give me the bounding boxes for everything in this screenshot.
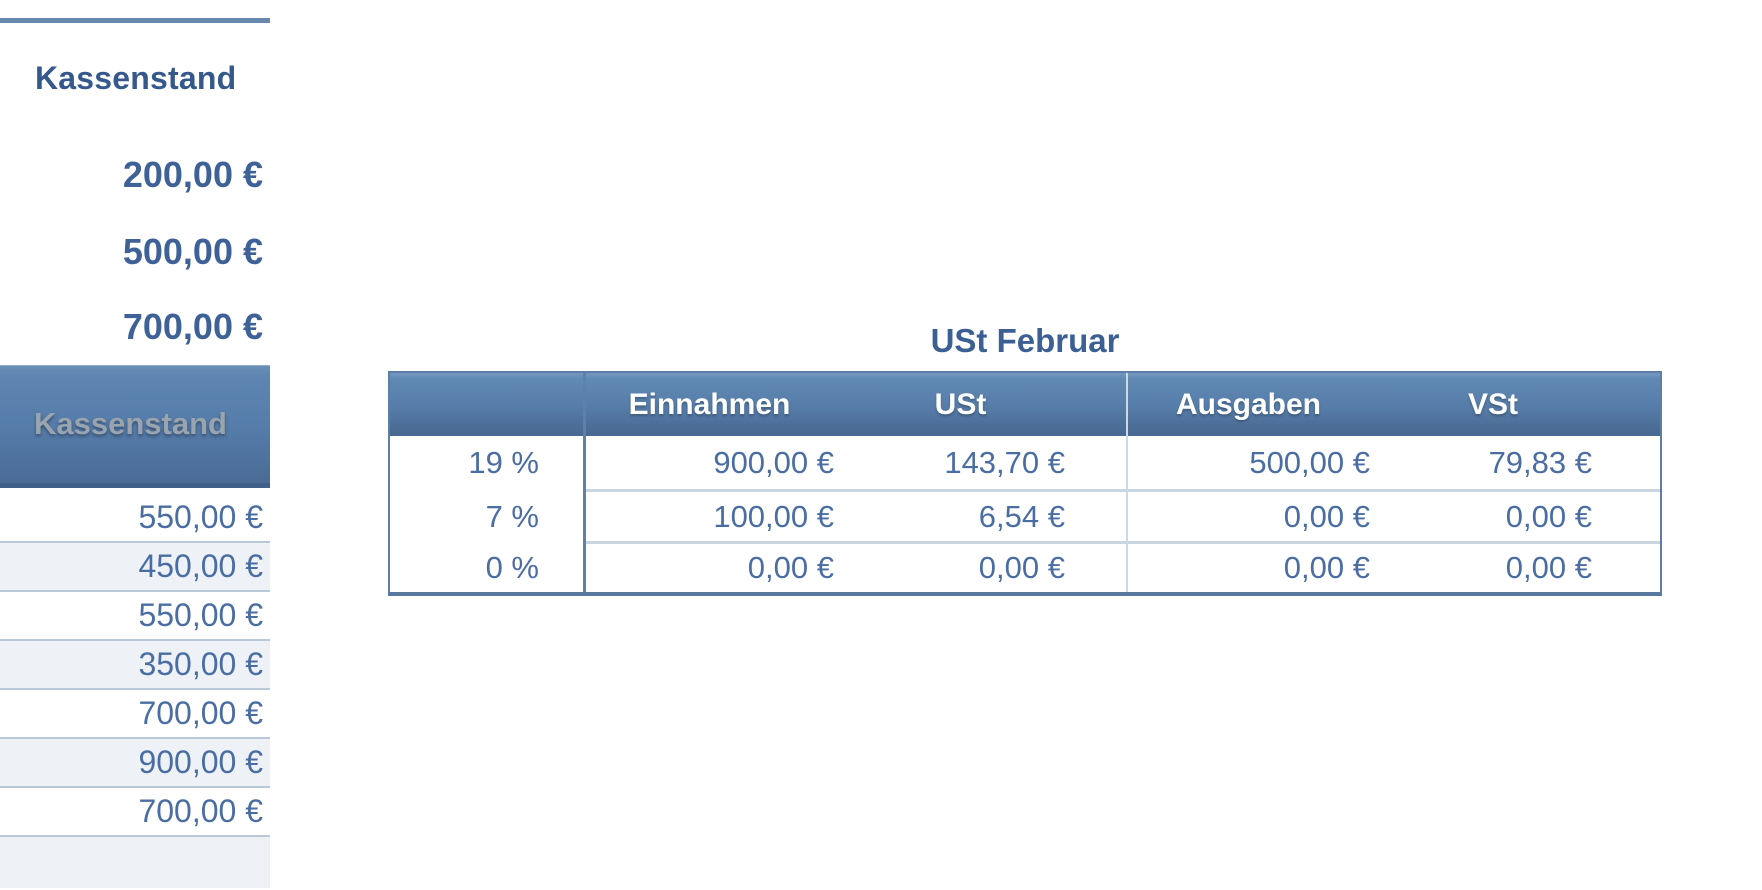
vat-row: 7 % 100,00 € 6,54 € 0,00 € 0,00 € (390, 492, 1660, 541)
vat-cell-rate[interactable]: 19 % (468, 445, 539, 480)
cash-cell[interactable]: 550,00 € (0, 592, 270, 641)
vat-col-header-ust[interactable]: USt (934, 388, 987, 421)
cash-cell[interactable]: 350,00 € (0, 641, 270, 690)
vat-cell-ust[interactable]: 143,70 € (944, 445, 1065, 480)
vat-cell-ausgaben[interactable]: 500,00 € (1249, 445, 1370, 480)
vat-header-row: Einnahmen USt Ausgaben VSt (390, 373, 1660, 436)
vat-cell-einnahmen[interactable]: 0,00 € (747, 550, 834, 585)
row-separator (586, 489, 1660, 492)
cash-cell[interactable]: 900,00 € (0, 739, 270, 788)
cash-empty-cell[interactable] (0, 837, 270, 888)
vat-cell-rate[interactable]: 7 % (485, 499, 539, 534)
vat-cell-ausgaben[interactable]: 0,00 € (1283, 550, 1370, 585)
cash-cell[interactable]: 550,00 € (0, 494, 270, 543)
vat-col-header-vst[interactable]: VSt (1467, 388, 1518, 421)
cash-rows: 550,00 € 450,00 € 550,00 € 350,00 € 700,… (0, 494, 270, 888)
vat-row: 19 % 900,00 € 143,70 € 500,00 € 79,83 € (390, 436, 1660, 489)
column-divider (583, 373, 586, 592)
vat-cell-rate[interactable]: 0 % (485, 550, 539, 585)
vat-cell-ausgaben[interactable]: 0,00 € (1283, 499, 1370, 534)
cash-summary-value[interactable]: 700,00 € (122, 306, 263, 347)
accent-rule (0, 18, 270, 23)
cash-cell[interactable]: 700,00 € (0, 788, 270, 837)
vat-col-header-einnahmen[interactable]: Einnahmen (628, 388, 791, 421)
vat-cell-einnahmen[interactable]: 100,00 € (713, 499, 834, 534)
cash-cell[interactable]: 450,00 € (0, 543, 270, 592)
vat-cell-vst[interactable]: 0,00 € (1505, 499, 1592, 534)
vat-col-header-empty[interactable] (390, 373, 585, 436)
cash-column-header[interactable]: Kassenstand (0, 365, 270, 488)
vat-cell-vst[interactable]: 79,83 € (1488, 445, 1592, 480)
vat-cell-ust[interactable]: 0,00 € (978, 550, 1065, 585)
cash-summary-value[interactable]: 200,00 € (122, 154, 263, 195)
vat-table-title[interactable]: USt Februar (930, 322, 1120, 359)
vat-cell-einnahmen[interactable]: 900,00 € (713, 445, 834, 480)
vat-cell-ust[interactable]: 6,54 € (978, 499, 1065, 534)
vat-table: Einnahmen USt Ausgaben VSt 19 % 900,00 €… (388, 371, 1662, 596)
cash-balance-heading[interactable]: Kassenstand (35, 60, 237, 96)
vat-row: 0 % 0,00 € 0,00 € 0,00 € 0,00 € (390, 544, 1660, 592)
cash-cell[interactable]: 700,00 € (0, 690, 270, 739)
vat-cell-vst[interactable]: 0,00 € (1505, 550, 1592, 585)
column-divider (1126, 373, 1128, 592)
vat-col-header-ausgaben[interactable]: Ausgaben (1175, 388, 1322, 421)
cash-column-header-label: Kassenstand (34, 406, 227, 441)
cash-summary-value[interactable]: 500,00 € (122, 231, 263, 272)
row-separator (586, 541, 1660, 544)
